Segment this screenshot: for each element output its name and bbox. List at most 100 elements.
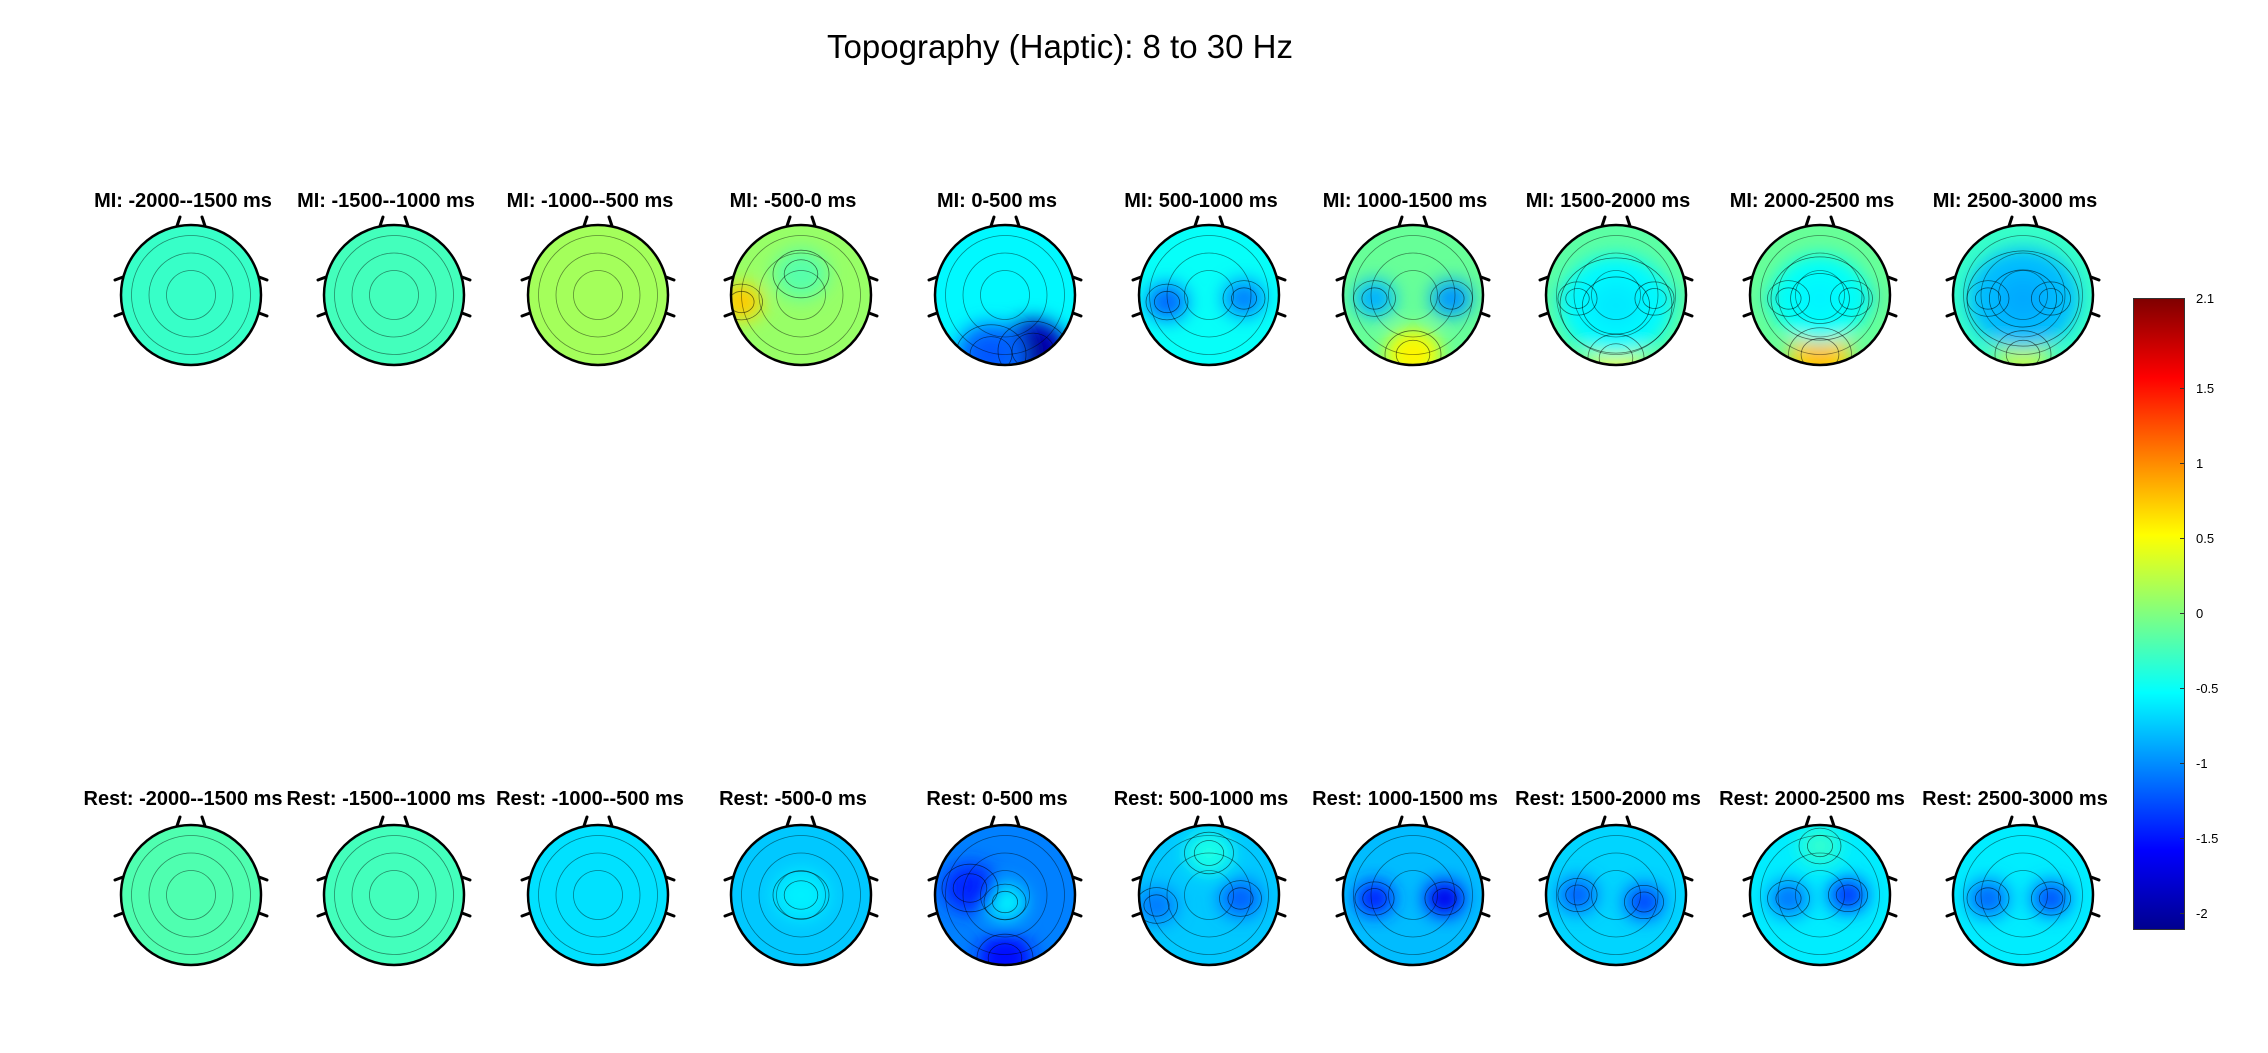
right-ear-marker [257, 275, 269, 318]
nose-marker [1193, 215, 1225, 228]
topoplot [723, 215, 879, 367]
activation-peak [1779, 890, 1798, 907]
topoplot-base [1343, 225, 1483, 365]
topoplot-base [1139, 225, 1279, 365]
contour-line [1835, 884, 1861, 906]
activation-peak [1147, 897, 1166, 914]
left-ear-marker [520, 875, 532, 918]
topoplot-base [1953, 825, 2093, 965]
colorbar-tick-label: -1.5 [2196, 831, 2219, 846]
contour-line [1591, 870, 1641, 920]
contour-line [1827, 877, 1869, 913]
figure-title: Topography (Haptic): 8 to 30 Hz [827, 28, 1293, 65]
topoplot [927, 215, 1083, 367]
contour-line [555, 852, 641, 938]
contour-line [369, 870, 419, 920]
activation-peak [788, 262, 814, 286]
contour-line [772, 870, 830, 920]
contour-line [1166, 852, 1252, 938]
head-outline [322, 223, 466, 367]
contour-line [1642, 288, 1667, 309]
nose-marker [989, 215, 1021, 228]
head-outline [1341, 223, 1485, 367]
contour-line [1966, 880, 2010, 917]
right-ear-marker [1071, 275, 1083, 318]
activation-peak [1635, 894, 1653, 910]
right-ear-marker [460, 875, 472, 918]
panel-title: MI: 2000-2500 ms [1729, 190, 1895, 212]
contour-line [1631, 891, 1657, 913]
left-ear-marker [316, 875, 328, 918]
activation-peak [1365, 890, 1384, 907]
contour-line [1775, 287, 1802, 310]
topoplot [927, 815, 1083, 967]
head-outline [526, 223, 670, 367]
topoplot [1335, 815, 1491, 967]
panel-title: Rest: 1000-1500 ms [1312, 788, 1498, 810]
left-ear-marker [316, 275, 328, 318]
contour-line [1777, 252, 1863, 338]
contour-line [741, 835, 861, 955]
activation-peak [2042, 890, 2060, 907]
topoplot [1335, 215, 1491, 367]
head-outline [1951, 223, 2095, 367]
panel-title: Rest: -1500--1000 ms [286, 788, 486, 810]
contour-line [1798, 827, 1842, 865]
panel-title: Rest: 1500-2000 ms [1515, 788, 1701, 810]
head-outline [1544, 823, 1688, 967]
head-outline [119, 823, 263, 967]
right-ear-marker [1275, 275, 1287, 318]
contour-line [148, 252, 234, 338]
contour-line [1139, 887, 1178, 924]
head-outline [1137, 823, 1281, 967]
contour-line [2030, 881, 2072, 916]
topoplot [113, 215, 269, 367]
contour-line [1557, 877, 1598, 913]
right-ear-marker [2089, 275, 2101, 318]
left-ear-marker [1335, 875, 1347, 918]
activation-peak [1997, 276, 2049, 321]
contour-line [351, 252, 437, 338]
contour-line [573, 870, 623, 920]
contour-line [1154, 290, 1181, 314]
panel-title: MI: -1500--1000 ms [297, 190, 475, 212]
topoplot [723, 815, 879, 967]
contour-line [573, 270, 623, 320]
right-ear-marker [257, 875, 269, 918]
colorbar-tick-label: 1 [2196, 456, 2204, 471]
left-ear-marker [927, 275, 939, 318]
right-ear-marker [1682, 875, 1694, 918]
contour-line [1388, 270, 1438, 320]
left-ear-marker [1945, 875, 1957, 918]
colorbar-tick-mark [2180, 538, 2185, 539]
panel-title: Rest: 2000-2500 ms [1719, 788, 1905, 810]
contour-line [1556, 235, 1676, 355]
contour-line [1790, 273, 1850, 324]
contour-line [1760, 235, 1880, 355]
topoplot [113, 815, 269, 967]
nose-marker [785, 815, 817, 828]
contour-line [1354, 881, 1395, 916]
head-outline [1341, 823, 1485, 967]
colorbar-tick-mark [2180, 463, 2185, 464]
left-ear-marker [1538, 275, 1550, 318]
contour-line [976, 933, 1034, 965]
contour-line [731, 283, 763, 321]
contour-line [1149, 235, 1269, 355]
activation-peak [1839, 887, 1857, 903]
nose-marker [1193, 815, 1225, 828]
panel-title: Rest: -1000--500 ms [496, 788, 684, 810]
activation-peak [732, 293, 751, 311]
topoplot [1742, 215, 1898, 367]
colorbar-tick-label: -0.5 [2196, 681, 2219, 696]
contour-line [1767, 880, 1810, 917]
nose-marker [1600, 815, 1632, 828]
right-ear-marker [2089, 875, 2101, 918]
head-outline [526, 823, 670, 967]
panel-title: MI: 1000-1500 ms [1322, 190, 1488, 212]
contour-line [1430, 280, 1473, 317]
colorbar-tick-label: 1.5 [2196, 381, 2215, 396]
left-ear-marker [1742, 875, 1754, 918]
contour-line [1770, 256, 1870, 341]
nose-marker [1804, 215, 1836, 228]
